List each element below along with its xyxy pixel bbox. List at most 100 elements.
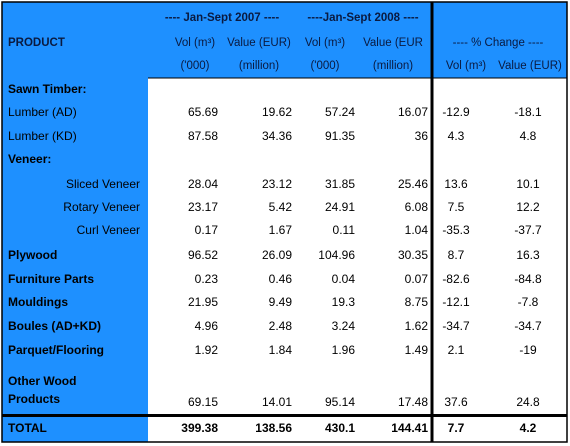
cell-value: -34.7 [442,319,470,333]
cell-value: -18.1 [514,105,542,119]
cell-value: 95.14 [325,395,355,409]
cell-value: 57.24 [325,105,355,119]
column-header: Vol (m³) [175,37,215,49]
row-label: Parquet/Flooring [8,343,104,357]
cell-value: 5.42 [269,200,293,214]
column-subheader: (million) [239,60,279,72]
cell-value: 28.04 [188,177,218,191]
data-area [148,78,567,414]
cell-value: 2.48 [269,319,293,333]
total-value: 144.41 [391,421,428,435]
cell-value: -19 [519,343,537,357]
cell-value: 13.6 [444,177,468,191]
row-label: Products [8,392,60,406]
period-label: ----Jan-Sept 2008 ---- [307,12,418,24]
cell-value: 0.17 [195,223,219,237]
cell-value: -84.8 [514,272,542,286]
cell-value: 1.49 [405,343,429,357]
row-label: Veneer: [8,152,51,166]
cell-value: 87.58 [188,129,218,143]
cell-value: 104.96 [318,248,355,262]
cell-value: -12.9 [442,105,470,119]
cell-value: 12.2 [516,200,540,214]
cell-value: 21.95 [188,295,218,309]
row-label: Other Wood [8,374,76,388]
cell-value: -35.3 [442,223,470,237]
period-label: ---- Jan-Sept 2007 ---- [165,12,280,24]
cell-value: 10.1 [516,177,540,191]
row-label: Plywood [8,248,57,262]
cell-value: -12.1 [442,295,470,309]
cell-value: 26.09 [262,248,292,262]
cell-value: 17.48 [398,395,428,409]
column-subheader: ('000) [310,60,339,72]
cell-value: 6.08 [405,200,429,214]
row-label: Curl Veneer [77,223,140,237]
total-value: 138.56 [255,421,292,435]
total-area [148,417,567,442]
cell-value: -82.6 [442,272,470,286]
column-subheader: (million) [373,60,413,72]
cell-value: 36 [415,129,429,143]
cell-value: 0.04 [332,272,356,286]
cell-value: 24.91 [325,200,355,214]
cell-value: 30.35 [398,248,428,262]
cell-value: 1.92 [195,343,219,357]
cell-value: 3.24 [332,319,356,333]
row-label: Rotary Veneer [63,200,140,214]
cell-value: 1.62 [405,319,429,333]
cell-value: 1.04 [405,223,429,237]
column-header: Value (EUR) [227,37,291,49]
cell-value: 2.1 [448,343,465,357]
column-subheader: Vol (m³) [446,60,486,72]
cell-value: 4.8 [520,129,537,143]
total-value: 7.7 [448,421,465,435]
column-header: PRODUCT [8,37,65,49]
cell-value: 23.12 [262,177,292,191]
cell-value: 96.52 [188,248,218,262]
cell-value: 9.49 [269,295,293,309]
cell-value: 16.07 [398,105,428,119]
cell-value: 7.5 [448,200,465,214]
total-value: 4.2 [520,421,537,435]
total-label: TOTAL [8,421,47,435]
cell-value: 16.3 [516,248,540,262]
cell-value: 65.69 [188,105,218,119]
total-value: 399.38 [181,421,218,435]
column-header: ---- % Change ---- [453,37,544,49]
cell-value: 8.7 [448,248,465,262]
cell-value: 0.07 [405,272,429,286]
total-value: 430.1 [325,421,355,435]
row-label: Sliced Veneer [66,177,140,191]
cell-value: 19.3 [332,295,356,309]
row-label: Furniture Parts [8,272,94,286]
cell-value: 1.84 [269,343,293,357]
cell-value: 0.46 [269,272,293,286]
row-label: Lumber (KD) [8,129,77,143]
cell-value: -37.7 [514,223,542,237]
cell-value: 8.75 [405,295,429,309]
cell-value: 4.96 [195,319,219,333]
cell-value: 37.6 [444,395,468,409]
cell-value: 34.36 [262,129,292,143]
column-subheader: Value (EUR) [498,60,562,72]
cell-value: 0.23 [195,272,219,286]
cell-value: 19.62 [262,105,292,119]
column-header: Vol (m³) [305,37,345,49]
cell-value: 23.17 [188,200,218,214]
cell-value: -7.8 [518,295,539,309]
cell-value: 1.67 [269,223,293,237]
cell-value: 4.3 [448,129,465,143]
row-label: Sawn Timber: [8,82,86,96]
cell-value: 91.35 [325,129,355,143]
column-header: Value (EUR [363,37,423,49]
cell-value: 1.96 [332,343,356,357]
cell-value: 69.15 [188,395,218,409]
cell-value: -34.7 [514,319,542,333]
cell-value: 24.8 [516,395,540,409]
row-label: Lumber (AD) [8,105,77,119]
column-subheader: ('000) [180,60,209,72]
cell-value: 14.01 [262,395,292,409]
